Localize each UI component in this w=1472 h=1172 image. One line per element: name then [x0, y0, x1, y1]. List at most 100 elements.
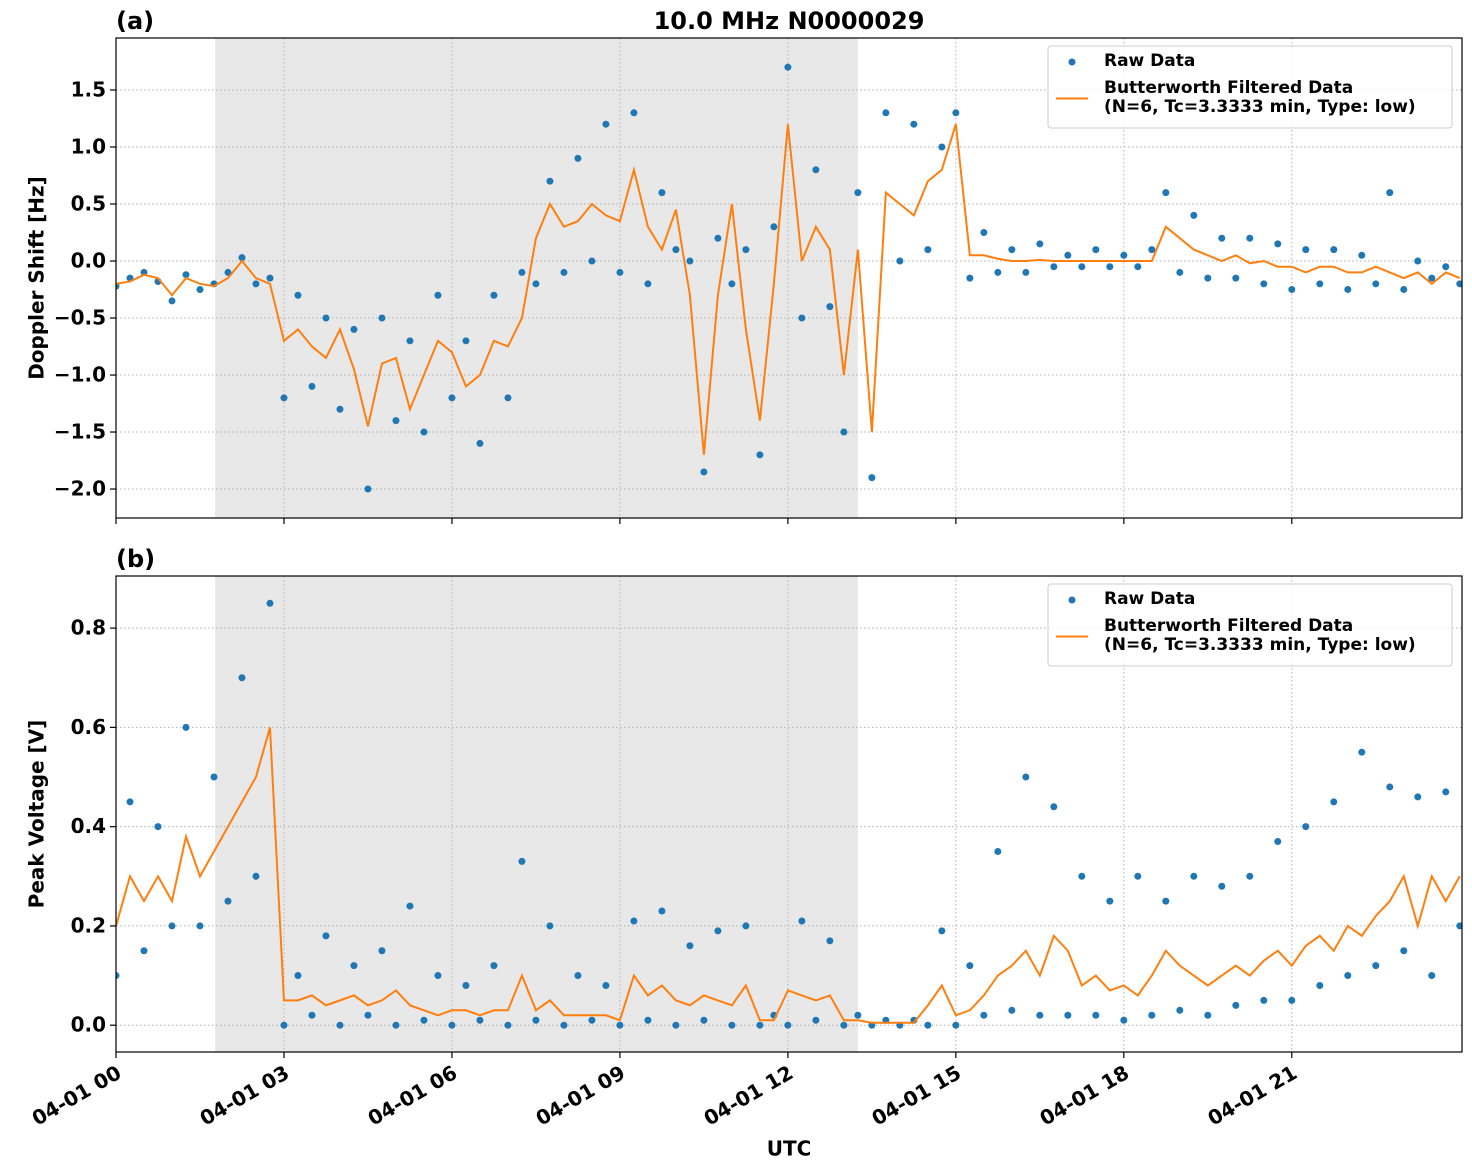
legend-box [1047, 45, 1453, 129]
raw-point [952, 1021, 960, 1029]
raw-point [1372, 280, 1380, 288]
night-shade [215, 38, 858, 518]
raw-point [756, 1021, 764, 1029]
raw-point [1372, 962, 1380, 970]
raw-point [1190, 872, 1198, 880]
legend-label: Raw Data [1104, 52, 1196, 71]
raw-point [938, 143, 946, 151]
raw-point [742, 246, 750, 254]
raw-point [924, 246, 932, 254]
x-tick-label: 04-01 15 [868, 1060, 966, 1130]
raw-point [116, 972, 120, 980]
raw-point [490, 962, 498, 970]
raw-point [1386, 783, 1394, 791]
raw-point [238, 674, 246, 682]
raw-point [686, 257, 694, 265]
raw-point [1064, 1011, 1072, 1019]
legend-text-box: Butterworth Filtered Data (N=6, Tc=3.333… [1104, 617, 1416, 655]
y-tick-label: 0.0 [71, 1013, 106, 1037]
raw-point [1400, 286, 1408, 294]
raw-point [308, 382, 316, 390]
panel-label: (b) [116, 545, 155, 573]
raw-point [658, 907, 666, 915]
raw-point [1274, 838, 1282, 846]
raw-point [1106, 263, 1114, 271]
raw-point [266, 274, 274, 282]
raw-point [1414, 793, 1422, 801]
raw-point [588, 1016, 596, 1024]
raw-point [406, 337, 414, 345]
raw-point [812, 1016, 820, 1024]
raw-point [126, 798, 134, 806]
raw-point [728, 1021, 736, 1029]
raw-point [1218, 882, 1226, 890]
raw-point [168, 297, 176, 305]
raw-point [560, 1021, 568, 1029]
legend-label: Raw Data [1104, 590, 1196, 609]
raw-point [1316, 981, 1324, 989]
y-tick-label: 0.0 [71, 249, 106, 273]
raw-point [1092, 246, 1100, 254]
panel-label: (a) [116, 7, 154, 35]
raw-point [1218, 234, 1226, 242]
raw-point [1344, 286, 1352, 294]
raw-point [896, 257, 904, 265]
raw-point [560, 268, 568, 276]
raw-point [462, 337, 470, 345]
raw-point [784, 63, 792, 71]
raw-point [448, 394, 456, 402]
raw-point [350, 325, 358, 333]
raw-point [1428, 274, 1436, 282]
raw-point [1092, 1011, 1100, 1019]
raw-point [602, 981, 610, 989]
raw-point [1330, 798, 1338, 806]
raw-point [686, 942, 694, 950]
raw-point [672, 1021, 680, 1029]
raw-point [756, 451, 764, 459]
raw-point [1274, 240, 1282, 248]
raw-point [770, 223, 778, 231]
raw-point [742, 922, 750, 930]
legend-text-box: Butterworth Filtered Data (N=6, Tc=3.333… [1104, 79, 1416, 117]
raw-point [602, 120, 610, 128]
legend-marker [1068, 596, 1076, 604]
raw-point [238, 254, 246, 262]
raw-point [728, 280, 736, 288]
raw-point [1190, 211, 1198, 219]
raw-point [210, 773, 218, 781]
y-tick-label: 0.8 [71, 616, 106, 640]
raw-point [1260, 280, 1268, 288]
raw-point [784, 1021, 792, 1029]
raw-point [854, 189, 862, 197]
raw-point [532, 1016, 540, 1024]
raw-point [1134, 263, 1142, 271]
raw-point [1442, 263, 1450, 271]
raw-point [364, 1011, 372, 1019]
raw-point [518, 857, 526, 865]
raw-point [280, 1021, 288, 1029]
raw-point [854, 1011, 862, 1019]
y-axis-label: Doppler Shift [Hz] [25, 176, 49, 380]
y-tick-label: 0.6 [71, 715, 106, 739]
raw-point [980, 1011, 988, 1019]
raw-point [700, 468, 708, 476]
raw-point [392, 417, 400, 425]
y-tick-label: −1.0 [54, 363, 106, 387]
raw-point [1302, 246, 1310, 254]
axes-frame [115, 37, 1463, 519]
raw-point [910, 120, 918, 128]
plot-area [116, 599, 1462, 1029]
raw-point [1120, 1016, 1128, 1024]
raw-point [952, 109, 960, 117]
raw-point [1246, 872, 1254, 880]
raw-point [1400, 947, 1408, 955]
legend-label: Butterworth Filtered Data (N=6, Tc=3.333… [1104, 79, 1416, 117]
axes-frame [115, 575, 1463, 1053]
raw-point [378, 947, 386, 955]
raw-point [588, 257, 596, 265]
legend-box [1047, 583, 1453, 667]
raw-point [1246, 234, 1254, 242]
legend-text-box: Raw Data [1104, 52, 1196, 71]
raw-point [154, 823, 162, 831]
raw-point [644, 1016, 652, 1024]
